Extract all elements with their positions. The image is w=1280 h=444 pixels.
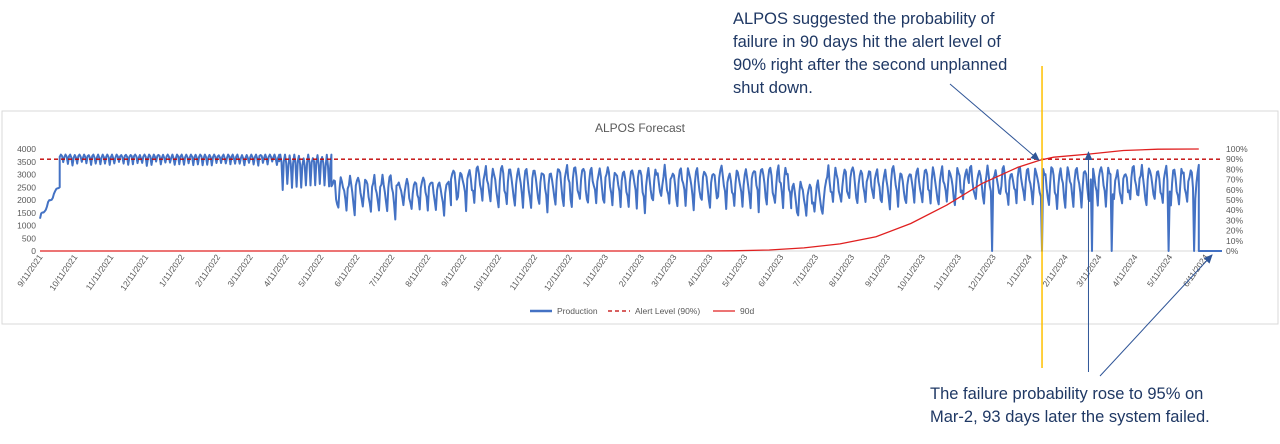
y-left-tick-label: 3000	[17, 170, 36, 180]
y-right-tick-label: 0%	[1226, 246, 1239, 256]
annotation-top-arrow	[949, 83, 1040, 161]
y-right-tick-label: 40%	[1226, 205, 1243, 215]
legend-label: 90d	[740, 306, 754, 316]
annotation-layer	[949, 66, 1213, 377]
y-right-tick-label: 30%	[1226, 215, 1243, 225]
y-right-tick-label: 100%	[1226, 144, 1248, 154]
annotation-bottom-text: The failure probability rose to 95% on M…	[930, 385, 1210, 426]
y-left-tick-label: 1000	[17, 221, 36, 231]
y-right-tick-label: 90%	[1226, 154, 1243, 164]
y-left-tick-label: 1500	[17, 208, 36, 218]
y-left-tick-label: 0	[31, 246, 36, 256]
y-left-tick-label: 2500	[17, 182, 36, 192]
y-left-tick-label: 500	[22, 233, 36, 243]
series-production-line	[39, 153, 1222, 252]
y-right-tick-label: 20%	[1226, 226, 1243, 236]
y-left-tick-label: 2000	[17, 195, 36, 205]
annotation-bottom-arrow-failure	[1099, 254, 1213, 377]
y-right-tick-label: 10%	[1226, 236, 1243, 246]
annotation-top-text: ALPOS suggested the probability of failu…	[733, 10, 1008, 97]
legend-label: Production	[557, 306, 598, 316]
series-90d-line	[40, 148, 1199, 252]
y-right-tick-label: 70%	[1226, 175, 1243, 185]
chart-frame	[1, 110, 1279, 325]
y-left-tick-label: 4000	[17, 144, 36, 154]
legend-label: Alert Level (90%)	[635, 306, 700, 316]
y-left-tick-label: 3500	[17, 157, 36, 167]
chart-title: ALPOS Forecast	[595, 121, 686, 135]
y-right-tick-label: 80%	[1226, 164, 1243, 174]
y-right-tick-label: 50%	[1226, 195, 1243, 205]
y-right-tick-label: 60%	[1226, 185, 1243, 195]
